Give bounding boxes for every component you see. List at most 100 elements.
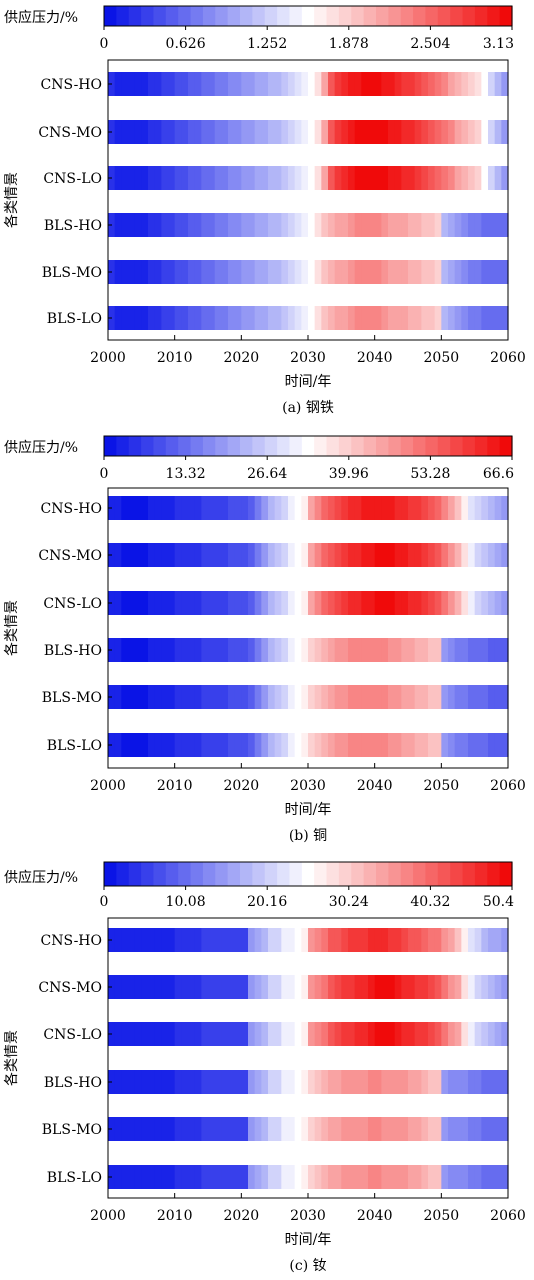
row-label: BLS-MO <box>42 690 102 706</box>
row-label: CNS-MO <box>38 548 102 564</box>
heat-cell <box>348 975 356 999</box>
heat-cell <box>434 975 442 999</box>
x-tick-label: 2040 <box>357 350 393 366</box>
heat-cell <box>254 166 262 190</box>
heat-cell <box>341 975 349 999</box>
heat-cell <box>234 928 242 952</box>
heat-cell <box>354 72 362 96</box>
heat-cell <box>148 928 156 952</box>
heat-cell <box>221 685 229 709</box>
heat-cell <box>248 496 256 520</box>
heat-cell <box>154 260 162 284</box>
heat-cell <box>268 1117 276 1141</box>
heat-cell <box>421 260 429 284</box>
heat-cell <box>374 72 382 96</box>
row-label: BLS-MO <box>42 1122 102 1138</box>
heat-cell <box>154 543 162 567</box>
heat-cell <box>221 1022 229 1046</box>
heat-cell <box>454 733 462 757</box>
heat-cell <box>141 1070 149 1094</box>
row-label: BLS-HO <box>44 218 102 234</box>
heat-cell <box>208 543 216 567</box>
heat-cell <box>181 733 189 757</box>
heat-cell <box>494 306 502 330</box>
row-label: BLS-LO <box>47 311 102 327</box>
heat-cell <box>348 1117 356 1141</box>
heat-cell <box>468 496 476 520</box>
heat-cell <box>428 543 436 567</box>
heat-cell <box>388 975 396 999</box>
heat-cell <box>228 591 236 615</box>
colorbar-swatch <box>437 862 451 886</box>
colorbar-swatch <box>487 862 501 886</box>
heat-cell <box>254 1117 262 1141</box>
heat-cell <box>314 1165 322 1189</box>
heat-cell <box>281 496 289 520</box>
heat-cell <box>414 1165 422 1189</box>
heat-cell <box>261 1070 269 1094</box>
heat-cell <box>141 306 149 330</box>
heat-cell <box>221 928 229 952</box>
heat-cell <box>154 120 162 144</box>
x-tick-label: 2030 <box>290 1208 326 1224</box>
heat-cell <box>388 213 396 237</box>
heat-cell <box>234 306 242 330</box>
heat-cell <box>281 1022 289 1046</box>
heat-cell <box>168 685 176 709</box>
heat-cell <box>308 591 316 615</box>
heat-cell <box>294 260 302 284</box>
heat-cell <box>341 733 349 757</box>
heat-cell <box>241 1022 249 1046</box>
heat-cell <box>128 975 136 999</box>
heat-cell <box>448 72 456 96</box>
heat-cell <box>121 975 129 999</box>
heat-cell <box>174 120 182 144</box>
heat-cell <box>381 928 389 952</box>
heat-cell <box>141 685 149 709</box>
heat-cell <box>274 1070 282 1094</box>
colorbar-swatch <box>338 862 352 886</box>
heat-cell <box>474 166 482 190</box>
colorbar-swatch <box>128 6 142 26</box>
heat-cell <box>441 72 449 96</box>
heat-cell <box>114 591 122 615</box>
heat-cell <box>148 638 156 662</box>
heat-cell <box>334 496 342 520</box>
heat-cell <box>121 260 129 284</box>
heat-cell <box>401 591 409 615</box>
heat-cell <box>174 685 182 709</box>
heat-cell <box>408 928 416 952</box>
heat-cell <box>374 496 382 520</box>
heat-cell <box>181 685 189 709</box>
heat-cell <box>494 685 502 709</box>
heat-cell <box>308 1117 316 1141</box>
heat-cell <box>468 1117 476 1141</box>
heat-cell <box>114 1117 122 1141</box>
heat-cell <box>281 1165 289 1189</box>
heat-cell <box>334 306 342 330</box>
colorbar-swatch <box>128 862 142 886</box>
heat-cell <box>481 733 489 757</box>
heat-cell <box>208 975 216 999</box>
heat-cell <box>494 638 502 662</box>
heat-cell <box>181 306 189 330</box>
heat-cell <box>501 1165 509 1189</box>
heat-cell <box>221 213 229 237</box>
heat-cell <box>354 638 362 662</box>
colorbar-swatch <box>474 862 488 886</box>
heat-cell <box>281 120 289 144</box>
heat-cell <box>254 733 262 757</box>
heat-cell <box>228 306 236 330</box>
heat-cell <box>214 72 222 96</box>
heat-cell <box>454 166 462 190</box>
heat-cell <box>194 213 202 237</box>
panel-caption: (c) 钕 <box>289 1258 326 1274</box>
heat-cell <box>114 306 122 330</box>
heat-cell <box>174 496 182 520</box>
heat-cell <box>481 975 489 999</box>
heat-cell <box>261 685 269 709</box>
heat-cell <box>308 1165 316 1189</box>
heat-cell <box>481 213 489 237</box>
heat-cell <box>328 685 336 709</box>
heat-cell <box>128 733 136 757</box>
